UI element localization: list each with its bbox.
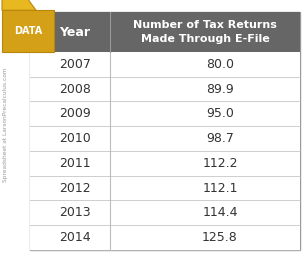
Bar [30, 200, 300, 225]
Text: 80.0: 80.0 [206, 58, 234, 71]
Text: 98.7: 98.7 [206, 132, 234, 145]
Text: Spreadsheet at LarsonPrecalculus.com: Spreadsheet at LarsonPrecalculus.com [3, 68, 9, 182]
Bar [30, 176, 300, 200]
Text: 89.9: 89.9 [206, 83, 234, 96]
Text: 2011: 2011 [59, 157, 91, 170]
Bar [2, 10, 54, 52]
Text: 112.1: 112.1 [202, 182, 238, 195]
Text: 112.2: 112.2 [202, 157, 238, 170]
Text: DATA: DATA [14, 26, 42, 36]
Bar [30, 126, 300, 151]
Bar [30, 77, 300, 101]
Text: 2010: 2010 [59, 132, 91, 145]
Bar [30, 151, 300, 176]
Bar [30, 225, 300, 250]
Bar [30, 52, 300, 77]
Bar [30, 12, 300, 52]
Text: 2013: 2013 [59, 207, 91, 219]
Text: 114.4: 114.4 [202, 207, 238, 219]
Text: 2008: 2008 [59, 83, 91, 96]
Text: 2007: 2007 [59, 58, 91, 71]
Text: 95.0: 95.0 [206, 107, 234, 120]
Text: Number of Tax Returns
Made Through E-File: Number of Tax Returns Made Through E-Fil… [133, 20, 277, 44]
Text: 125.8: 125.8 [202, 231, 238, 244]
Text: 2012: 2012 [59, 182, 91, 195]
Text: 2014: 2014 [59, 231, 91, 244]
Text: 2009: 2009 [59, 107, 91, 120]
Text: Year: Year [60, 26, 91, 39]
Bar [30, 12, 300, 250]
Polygon shape [2, 0, 36, 10]
Bar [30, 101, 300, 126]
